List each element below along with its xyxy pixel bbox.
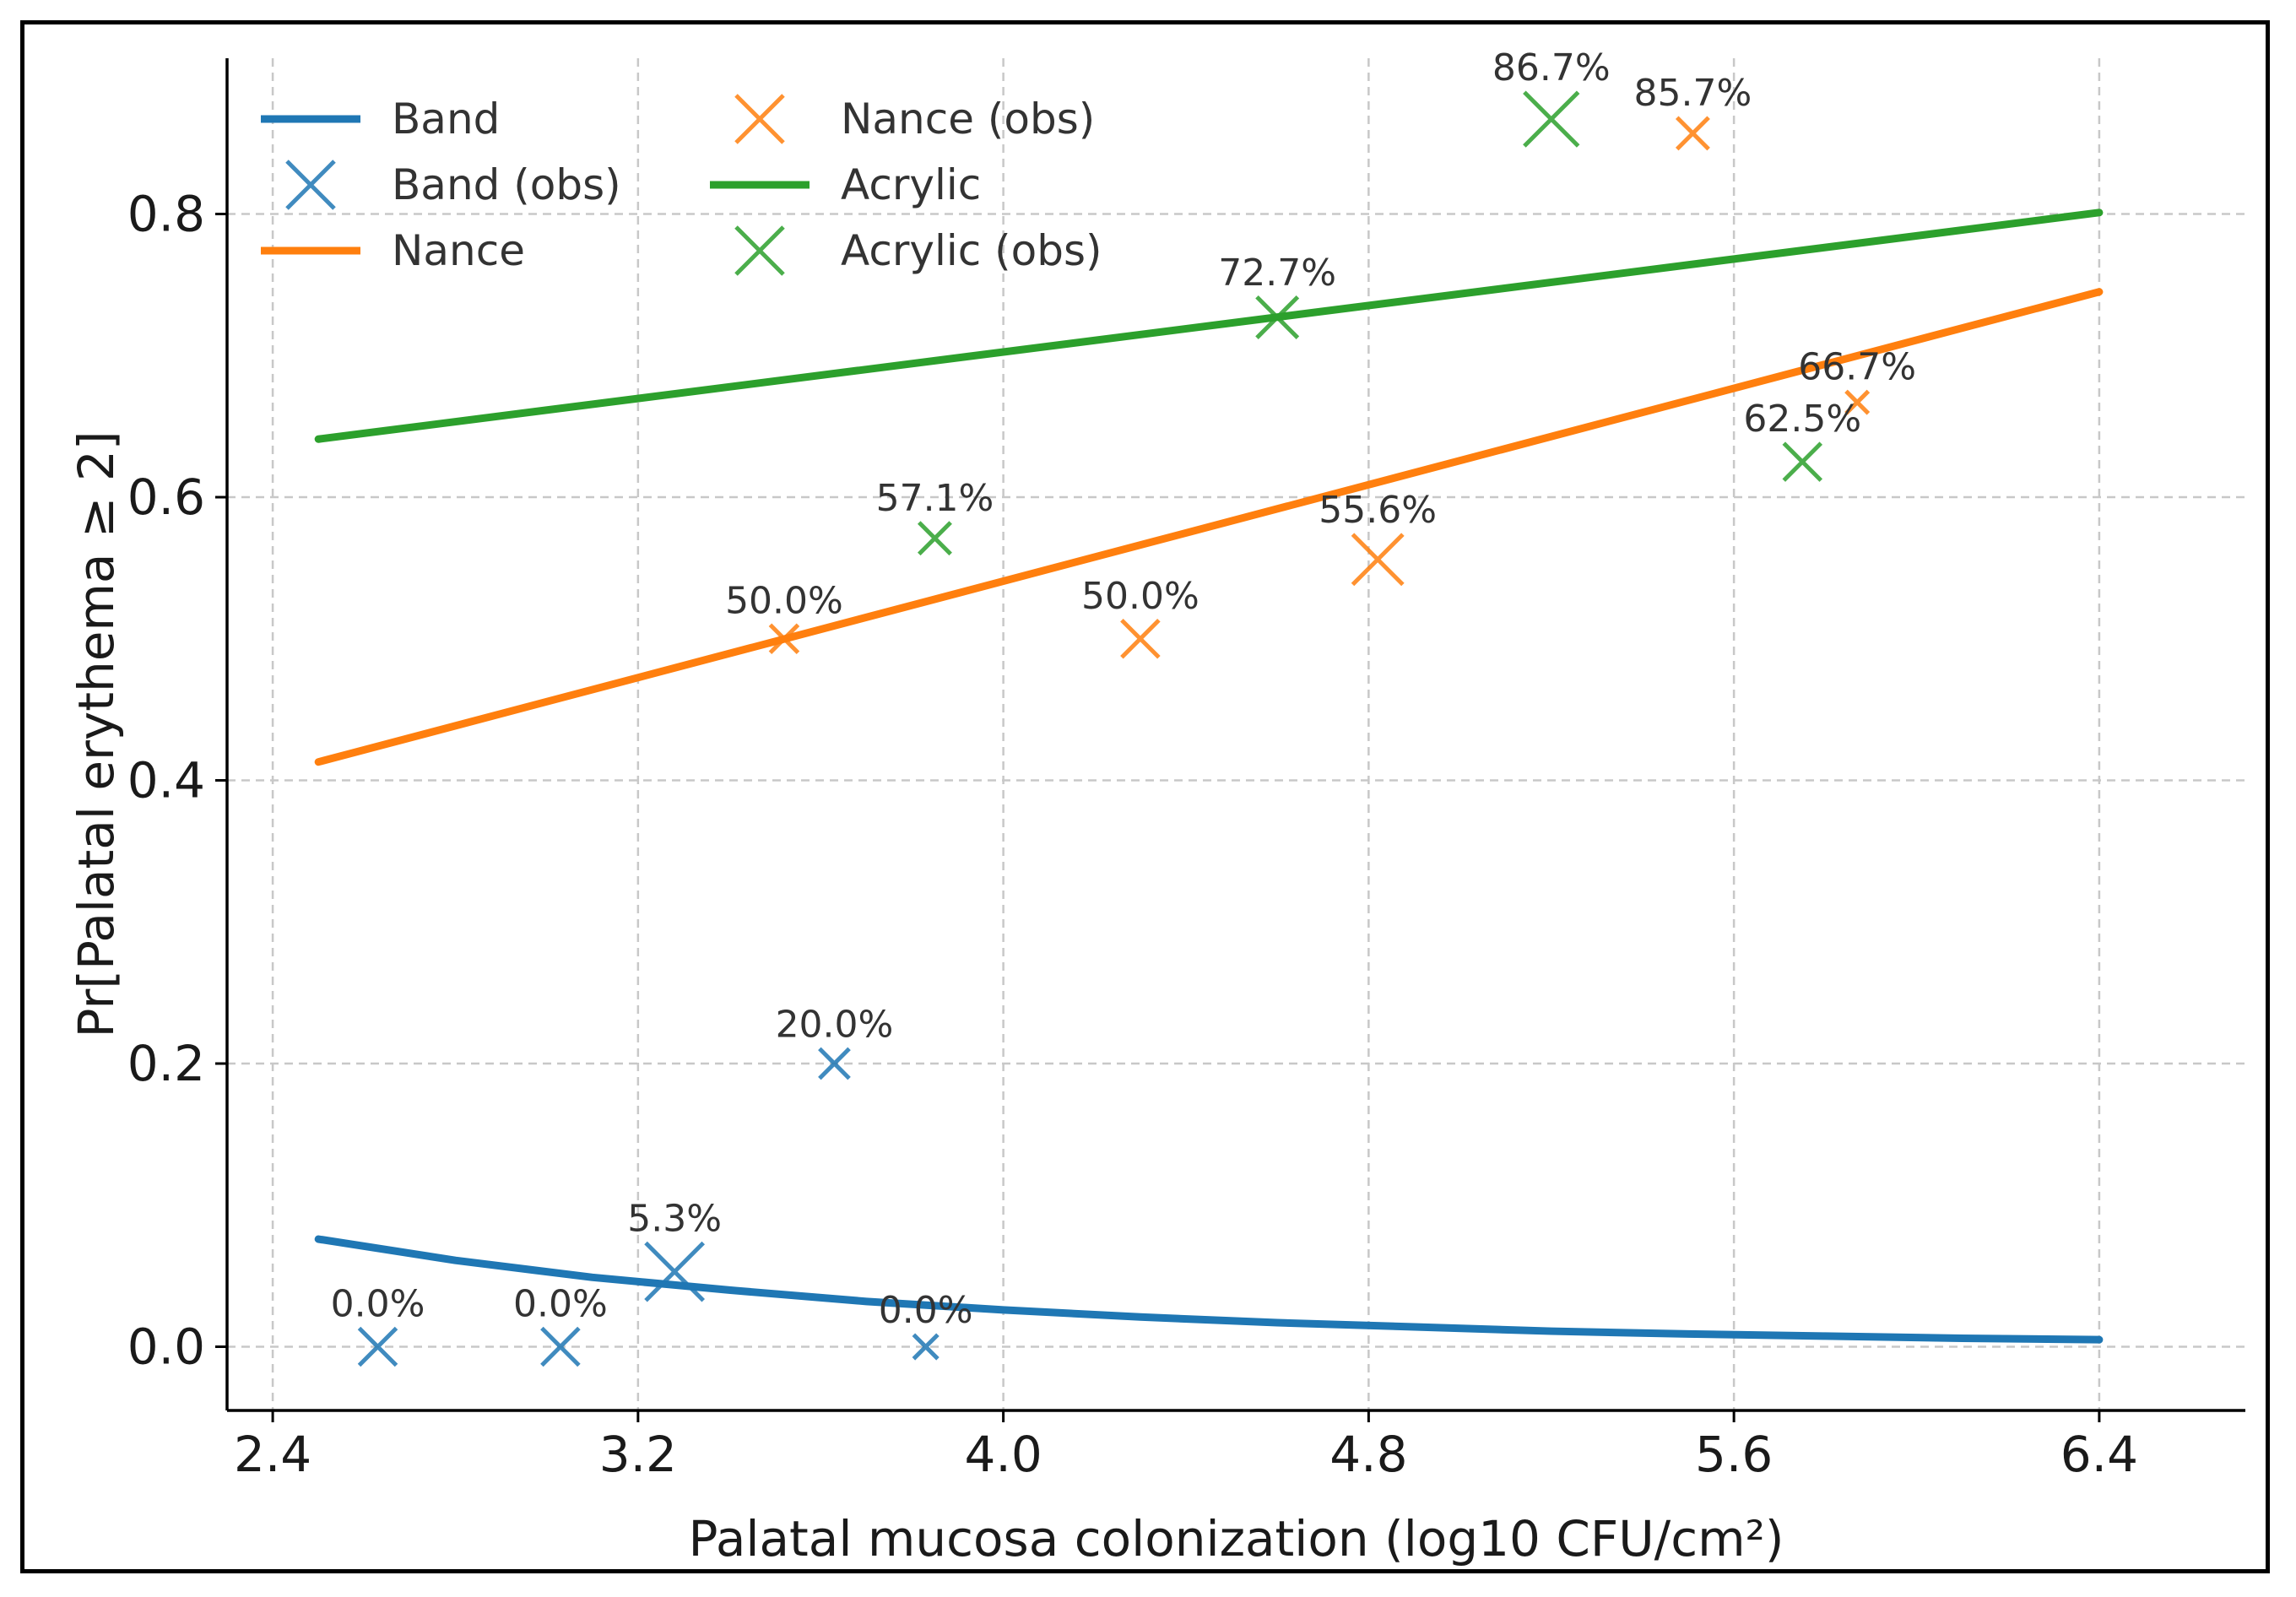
legend-marker-swatch	[734, 225, 785, 276]
data-point-marker	[1675, 116, 1710, 151]
data-label: 72.7%	[1218, 252, 1336, 295]
data-point-marker	[1120, 619, 1161, 659]
data-label: 86.7%	[1492, 46, 1611, 89]
data-label: 66.7%	[1798, 345, 1916, 388]
x-tick-label: 6.4	[2060, 1426, 2138, 1483]
legend-label: Band	[392, 95, 500, 143]
data-point-marker	[768, 623, 800, 655]
marker-stroke	[357, 1326, 398, 1367]
data-label: 0.0%	[513, 1283, 608, 1326]
data-point-marker	[1255, 295, 1300, 339]
x-tick-label: 2.4	[234, 1426, 311, 1483]
y-tick-label: 0.6	[127, 468, 205, 526]
data-point-marker	[1351, 533, 1405, 587]
legend-label: Band (obs)	[392, 160, 621, 209]
figure-frame: 2.4 3.2 4.0 4.8 5.6 6.4 0.0 0.2 0.4 0.6 0.8 0.0% 0.…	[20, 20, 2270, 1573]
marker-stroke	[734, 94, 785, 144]
legend-item: Band	[261, 95, 500, 143]
legend-marker-swatch	[734, 94, 785, 144]
marker-stroke	[1120, 619, 1161, 659]
marker-stroke	[768, 623, 800, 655]
marker-stroke	[918, 521, 952, 556]
marker-stroke	[1675, 116, 1710, 151]
x-tick-label: 4.8	[1329, 1426, 1407, 1483]
y-axis-title: Pr[Palatal erythema ≥ 2]	[68, 431, 125, 1038]
data-label: 0.0%	[331, 1283, 425, 1326]
data-label: 50.0%	[1081, 575, 1199, 618]
data-label: 62.5%	[1743, 398, 1861, 441]
series-line-band	[314, 1235, 2104, 1344]
data-label: 5.3%	[627, 1198, 722, 1241]
marker-stroke	[1351, 533, 1405, 587]
data-point-marker	[644, 1241, 705, 1302]
data-point-marker	[540, 1326, 581, 1367]
legend-marker-swatch	[285, 160, 336, 210]
data-point-marker	[1844, 389, 1871, 415]
series-line-nance	[314, 288, 2104, 766]
marker-stroke	[1844, 389, 1871, 415]
y-tick-label: 0.2	[127, 1035, 205, 1092]
y-tick-label: 0.0	[127, 1318, 205, 1376]
series-line-acrylic	[314, 208, 2104, 443]
marker-stroke	[1523, 90, 1580, 148]
axes: 2.4 3.2 4.0 4.8 5.6 6.4 0.0 0.2 0.4 0.6 0.8	[127, 58, 2245, 1483]
marker-stroke	[734, 225, 785, 276]
data-label: 85.7%	[1634, 72, 1752, 115]
x-tick-label: 4.0	[964, 1426, 1042, 1483]
data-labels: 0.0% 0.0% 5.3% 20.0% 0.0% 50.0% 50.0% 55.6% 85.7…	[331, 46, 1916, 1332]
marker-stroke	[540, 1326, 581, 1367]
legend-item: Acrylic	[710, 160, 981, 209]
marker-stroke	[285, 160, 336, 210]
legend: Band Band (obs) Nance Nance (obs) Acrylic Acr…	[261, 94, 1102, 276]
data-point-marker	[912, 1333, 940, 1361]
legend-label: Nance	[392, 226, 525, 275]
legend-label: Acrylic	[841, 160, 981, 209]
legend-label: Nance (obs)	[841, 95, 1095, 143]
data-label: 20.0%	[776, 1003, 894, 1046]
data-point-marker	[1782, 441, 1823, 482]
data-label: 50.0%	[725, 579, 843, 622]
chart-plot: 2.4 3.2 4.0 4.8 5.6 6.40.00.20.40.60.8 0.0% 0.…	[68, 46, 2245, 1567]
data-label: 55.6%	[1319, 489, 1437, 532]
data-label: 0.0%	[879, 1289, 973, 1332]
legend-item: Nance (obs)	[734, 94, 1095, 144]
data-label: 57.1%	[876, 477, 994, 520]
marker-stroke	[644, 1241, 705, 1302]
legend-label: Acrylic (obs)	[841, 226, 1102, 275]
legend-item: Nance	[261, 226, 525, 275]
y-tick-label: 0.4	[127, 752, 205, 809]
legend-item: Band (obs)	[285, 160, 621, 210]
legend-item: Acrylic (obs)	[734, 225, 1102, 276]
marker-stroke	[912, 1333, 940, 1361]
marker-stroke	[818, 1047, 851, 1080]
data-point-marker	[357, 1326, 398, 1367]
series-layer	[314, 90, 2104, 1367]
data-point-marker	[818, 1047, 851, 1080]
marker-stroke	[1782, 441, 1823, 482]
x-tick-label: 3.2	[599, 1426, 677, 1483]
grid-lines	[227, 58, 2245, 1410]
data-point-marker	[918, 521, 952, 556]
marker-stroke	[1255, 295, 1300, 339]
y-tick-label: 0.8	[127, 186, 205, 243]
data-point-marker	[1523, 90, 1580, 148]
x-tick-label: 5.6	[1695, 1426, 1773, 1483]
x-axis-title: Palatal mucosa colonization (log10 CFU/c…	[688, 1510, 1784, 1567]
